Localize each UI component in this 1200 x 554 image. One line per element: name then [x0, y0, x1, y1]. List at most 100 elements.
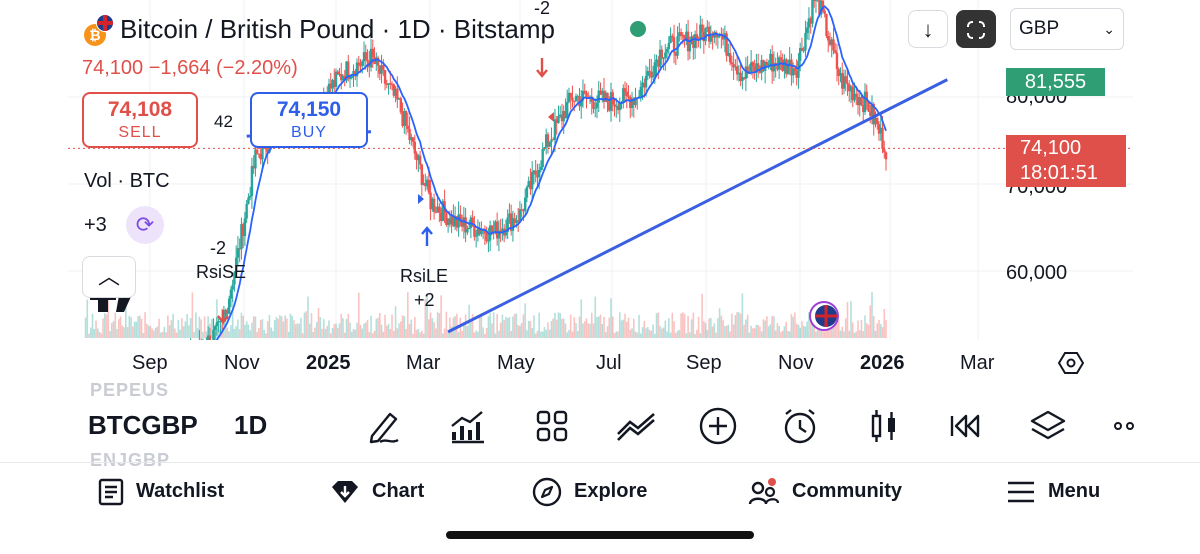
alert-icon[interactable] [778, 404, 822, 448]
candle-body [345, 61, 348, 81]
volume-bar [652, 324, 654, 338]
buy-label: BUY [291, 124, 327, 141]
volume-bar [648, 329, 651, 338]
replay-icon[interactable] [944, 404, 988, 448]
volume-bar [766, 316, 768, 338]
candle-body [842, 76, 846, 89]
symbol-title[interactable]: Bitcoin / British Pound · 1D · Bitstamp [120, 14, 555, 44]
add-icon[interactable] [696, 404, 740, 448]
more-indicators-count[interactable]: +3 [84, 214, 107, 236]
candle-body [576, 96, 579, 98]
candle-body [730, 62, 734, 65]
volume-bar [785, 321, 787, 338]
candles-icon[interactable] [862, 404, 906, 448]
volume-bar [589, 323, 591, 338]
volume-bar [659, 325, 661, 338]
volume-bar [368, 332, 371, 338]
volume-bar [722, 320, 724, 338]
arrow-down-icon[interactable]: ↓ [908, 10, 948, 48]
fullscreen-icon[interactable] [956, 10, 996, 48]
indicators-icon[interactable] [446, 404, 490, 448]
layers-icon[interactable] [1026, 404, 1070, 448]
volume-bar [189, 318, 192, 338]
templates-icon[interactable] [530, 404, 574, 448]
currency-select[interactable]: GBP ⌄ [1010, 8, 1124, 50]
volume-bar [294, 324, 297, 338]
candle-body [387, 83, 390, 85]
volume-indicator-label[interactable]: Vol · BTC [84, 170, 170, 192]
candle-body [877, 123, 881, 134]
candle-body [606, 92, 609, 103]
volume-bar [463, 322, 465, 338]
volume-bar [611, 316, 614, 338]
next-symbol[interactable]: ENJGBP [90, 450, 171, 470]
volume-bar [606, 326, 609, 338]
drawings-icon[interactable] [614, 404, 658, 448]
candle-body [728, 53, 732, 63]
previous-symbol[interactable]: PEPEUS [90, 380, 170, 400]
time-axis-label: Mar [960, 352, 995, 374]
candle-body [525, 187, 529, 198]
candle-body [215, 322, 219, 327]
volume-bar [132, 326, 134, 338]
candle-body [559, 114, 562, 116]
tab-watchlist[interactable]: Watchlist [98, 474, 224, 508]
candle-body [397, 98, 401, 100]
refresh-icon[interactable]: ⟳ [126, 206, 164, 244]
volume-bar [608, 317, 611, 338]
volume-bar [809, 322, 812, 338]
volume-bar [526, 330, 528, 338]
candle-body [793, 68, 797, 72]
interval-selector[interactable]: 1D [234, 410, 268, 440]
volume-bar [872, 316, 875, 338]
volume-bar [478, 315, 481, 338]
candle-body [706, 26, 709, 29]
volume-bar [119, 316, 122, 338]
volume-bar [450, 326, 453, 338]
volume-bar [396, 328, 399, 338]
candle-body [860, 97, 863, 106]
candle-body [618, 102, 621, 111]
chart-canvas[interactable] [68, 0, 1133, 340]
candle-body [732, 64, 735, 68]
price-chart[interactable] [68, 0, 1133, 340]
pen-icon[interactable] [362, 404, 406, 448]
chevron-up-icon[interactable]: ︿ [82, 256, 136, 298]
tab-chart[interactable]: Chart [330, 474, 424, 508]
volume-bar [442, 333, 444, 338]
symbol-selector[interactable]: BTCGBP [88, 410, 198, 440]
candle-body [583, 90, 586, 93]
candle-body [427, 179, 431, 193]
volume-bar [130, 317, 132, 338]
buy-button[interactable]: 74,150 BUY [250, 92, 368, 148]
volume-bar [687, 316, 689, 338]
candle-body [825, 13, 828, 37]
volume-bar [466, 325, 469, 338]
settings-hexagon-icon[interactable] [1058, 350, 1084, 376]
candle-body [541, 149, 544, 168]
candle-body [739, 72, 742, 82]
candle-body [406, 125, 410, 129]
volume-bar [405, 328, 407, 338]
tab-explore[interactable]: Explore [532, 474, 647, 508]
candle-body [429, 192, 432, 210]
tab-community[interactable]: Community [748, 474, 902, 508]
candle-body [818, 0, 821, 15]
volume-bar [461, 330, 463, 338]
tab-menu[interactable]: Menu [1006, 474, 1100, 508]
volume-bar [103, 313, 106, 338]
volume-bar [128, 315, 131, 338]
rsise-label: RsiSE [196, 262, 247, 282]
candle-body [259, 153, 262, 160]
volume-bar [550, 321, 553, 338]
volume-bar [400, 321, 402, 338]
more-icon[interactable] [1108, 404, 1152, 448]
candle-body [702, 31, 706, 42]
volume-bar [844, 318, 847, 338]
rsile-value: +2 [414, 290, 435, 310]
volume-bar [555, 319, 558, 338]
candle-body [399, 98, 403, 113]
volume-bar [317, 307, 320, 338]
volume-bar [780, 332, 782, 338]
sell-button[interactable]: 74,108 SELL [82, 92, 198, 148]
